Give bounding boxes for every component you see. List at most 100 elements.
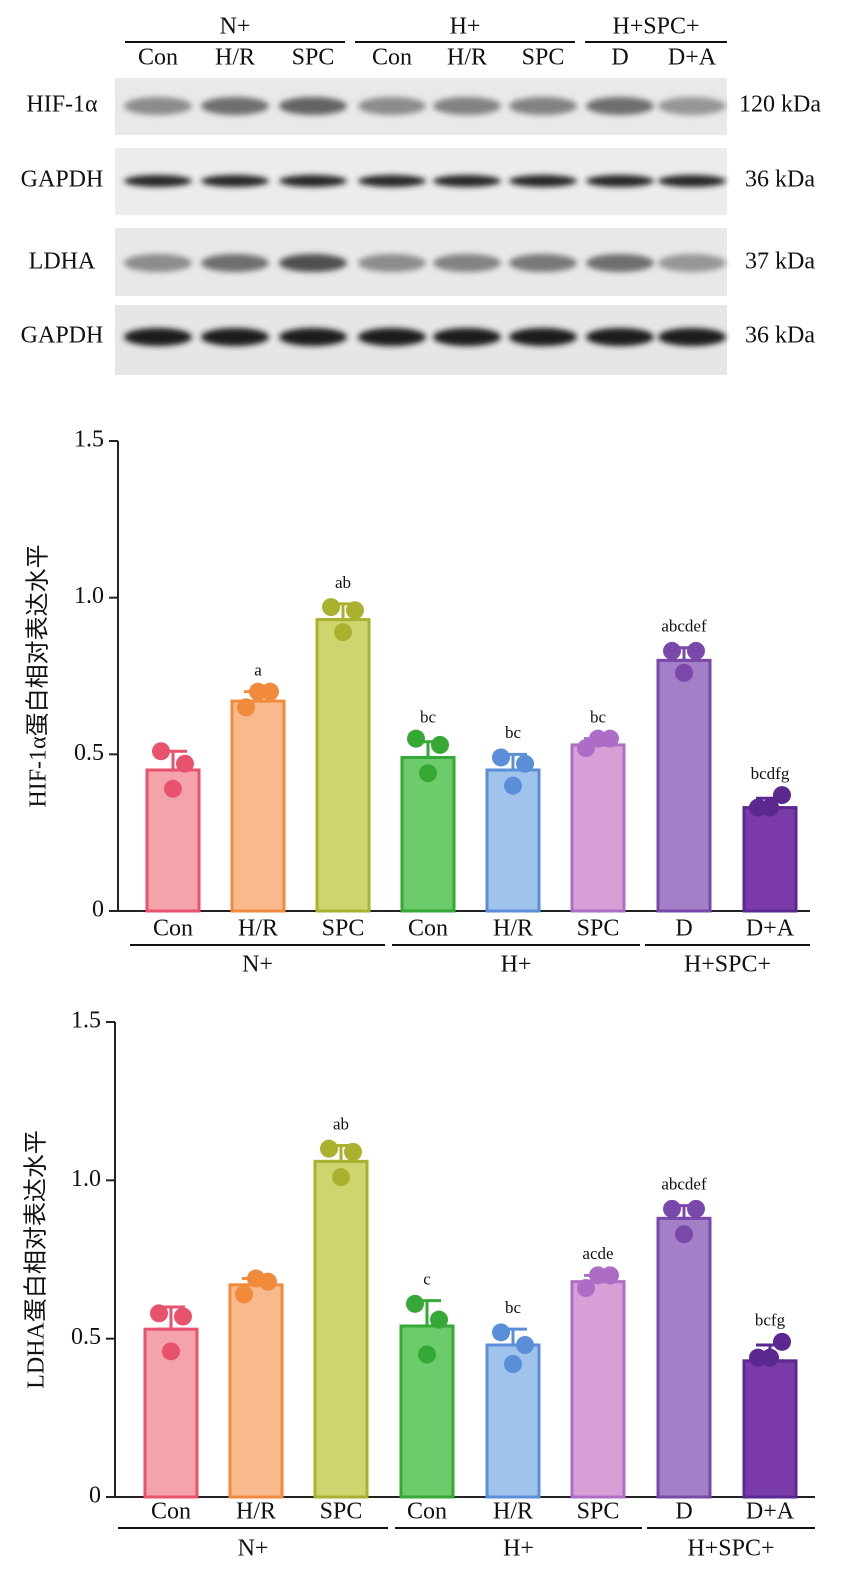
data-point xyxy=(334,623,352,642)
data-point xyxy=(152,742,170,761)
row-label: LDHA xyxy=(29,249,96,275)
blot-band xyxy=(201,175,269,187)
data-point xyxy=(516,1336,534,1354)
data-point xyxy=(249,682,267,701)
bar xyxy=(315,618,371,913)
x-tick-label: Con xyxy=(408,916,448,942)
blot-band xyxy=(201,254,269,272)
significance-label: bc xyxy=(590,708,607,727)
data-point xyxy=(504,776,522,795)
size-label: 36 kDa xyxy=(745,323,815,349)
blot-band xyxy=(433,97,501,115)
blot-band xyxy=(358,97,426,115)
y-tick-label: 0.5 xyxy=(71,1324,101,1350)
data-point xyxy=(150,1304,168,1323)
row-label: GAPDH xyxy=(21,323,104,349)
data-point xyxy=(675,663,693,682)
significance-label: c xyxy=(423,1270,431,1289)
group-label: H+SPC+ xyxy=(687,1536,774,1562)
significance-label: bcdfg xyxy=(751,764,790,783)
x-tick-label: D xyxy=(675,1499,692,1525)
bar xyxy=(313,1159,369,1499)
bar xyxy=(228,1283,284,1499)
y-axis-label: LDHA蛋白相对表达水平 xyxy=(23,1130,50,1389)
blot-band xyxy=(279,328,347,346)
y-tick-label: 1.5 xyxy=(74,427,104,453)
x-tick-label: SPC xyxy=(320,1499,363,1525)
lane-label: D xyxy=(611,45,628,71)
data-point xyxy=(247,1269,265,1288)
blot-band xyxy=(358,328,426,346)
blot-band xyxy=(658,175,726,187)
significance-label: abcdef xyxy=(661,617,707,636)
x-tick-label: D+A xyxy=(746,916,795,942)
blot-band xyxy=(124,254,192,272)
blot-band xyxy=(124,97,192,115)
significance-label: acde xyxy=(582,1244,613,1263)
blot-band xyxy=(586,97,654,115)
bar xyxy=(570,1280,626,1499)
y-tick-label: 0.5 xyxy=(74,740,104,766)
significance-label: ab xyxy=(333,1114,349,1133)
bar xyxy=(656,658,712,913)
blot-band xyxy=(586,254,654,272)
x-tick-label: H/R xyxy=(236,1499,276,1525)
bar xyxy=(570,743,626,913)
significance-label: a xyxy=(254,661,262,680)
x-tick-label: SPC xyxy=(577,916,620,942)
data-point xyxy=(761,798,779,817)
size-label: 36 kDa xyxy=(745,167,815,193)
data-point xyxy=(419,764,437,783)
x-tick-label: SPC xyxy=(322,916,365,942)
data-point xyxy=(663,641,681,660)
blot-group-label: N+ xyxy=(220,14,251,40)
data-point xyxy=(162,1342,180,1361)
blot-band xyxy=(658,328,726,346)
blot-band xyxy=(658,97,726,115)
blot-band xyxy=(586,175,654,187)
x-tick-label: Con xyxy=(407,1499,447,1525)
data-point xyxy=(418,1345,436,1364)
y-tick-label: 1.5 xyxy=(71,1008,101,1034)
blot-band xyxy=(433,254,501,272)
row-label: HIF-1α xyxy=(26,92,98,118)
group-label: H+ xyxy=(503,1536,534,1562)
data-point xyxy=(773,1332,791,1351)
blot-band xyxy=(124,328,192,346)
data-point xyxy=(237,698,255,717)
data-point xyxy=(761,1348,779,1367)
group-label: H+SPC+ xyxy=(684,952,771,978)
blot-band xyxy=(358,175,426,187)
group-label: H+ xyxy=(501,952,532,978)
size-label: 37 kDa xyxy=(745,249,815,275)
significance-label: bc xyxy=(505,1298,522,1317)
data-point xyxy=(663,1199,681,1218)
size-label: 120 kDa xyxy=(739,92,821,118)
x-tick-label: H/R xyxy=(493,1499,533,1525)
significance-label: abcdef xyxy=(661,1175,707,1194)
blot-band xyxy=(433,328,501,346)
blot-band xyxy=(658,254,726,272)
x-tick-label: H/R xyxy=(493,916,533,942)
lane-label: Con xyxy=(372,45,412,71)
x-tick-label: Con xyxy=(151,1499,191,1525)
data-point xyxy=(577,1279,595,1297)
data-point xyxy=(773,786,791,805)
data-point xyxy=(235,1285,253,1304)
x-tick-label: SPC xyxy=(577,1499,620,1525)
blot-band xyxy=(279,175,347,187)
lane-label: H/R xyxy=(215,45,255,71)
significance-label: bcfg xyxy=(755,1311,786,1330)
bar xyxy=(230,699,286,913)
data-point xyxy=(430,1310,448,1329)
data-point xyxy=(164,779,182,798)
data-point xyxy=(492,1323,510,1342)
blot-group-label: H+ xyxy=(450,14,481,40)
group-label: N+ xyxy=(238,1536,269,1562)
blot-band xyxy=(509,97,577,115)
x-tick-label: H/R xyxy=(238,916,278,942)
data-point xyxy=(176,754,194,773)
significance-label: bc xyxy=(505,723,522,742)
data-point xyxy=(589,1266,607,1285)
